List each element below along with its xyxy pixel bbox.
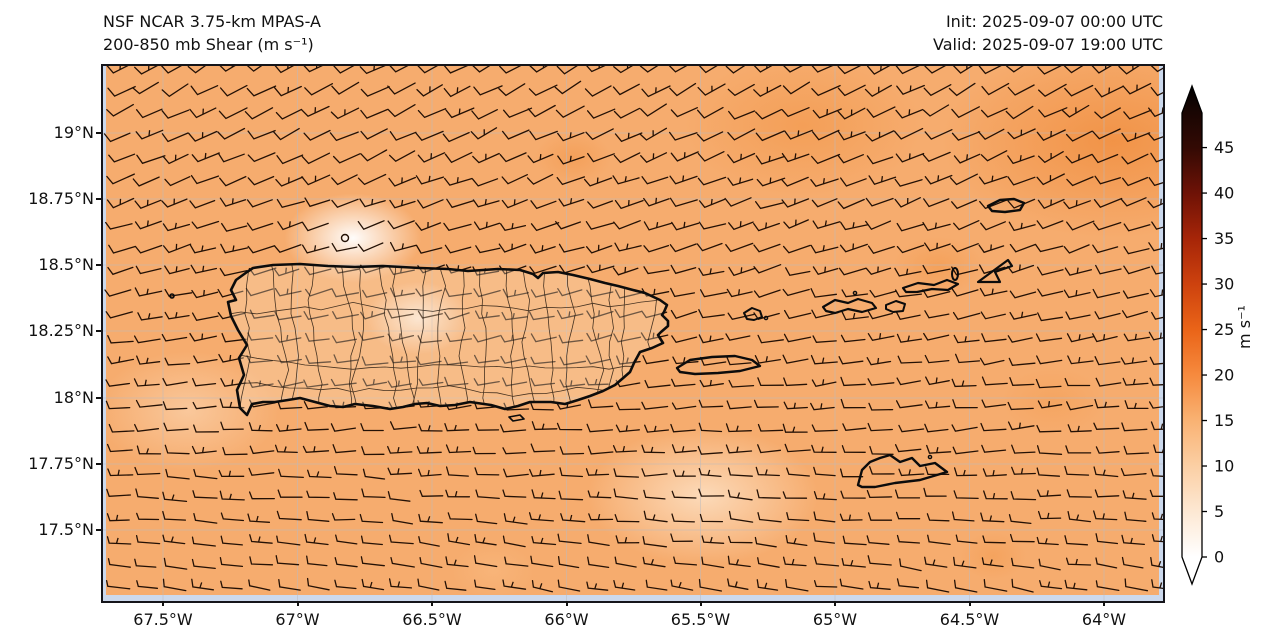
colorbar-tick-label: 15: [1214, 411, 1234, 430]
culebrita-islet: [763, 315, 769, 321]
tortola-island: [901, 278, 960, 294]
colorbar: 0 5 10 15 20 25 30 35 40 45 m s⁻¹: [1181, 84, 1254, 586]
x-tick-label: 67.5°W: [133, 610, 193, 629]
y-tick-label: 17.75°N: [28, 454, 94, 473]
jost-van-dyke-island: [951, 267, 959, 281]
colorbar-tick-label: 25: [1214, 320, 1234, 339]
anegada-island: [986, 197, 1026, 214]
st-thomas-island: [821, 297, 878, 315]
caja-de-muertos-islet: [508, 414, 525, 422]
ocean-edge-left: [103, 66, 106, 601]
colorbar-tick-label: 45: [1214, 138, 1234, 157]
x-tick-label: 66.5°W: [402, 610, 462, 629]
y-tick-mark: [96, 132, 101, 134]
small-cay-islet: [852, 290, 858, 296]
y-tick-mark: [96, 330, 101, 332]
plot-title: NSF NCAR 3.75-km MPAS-A 200-850 mb Shear …: [103, 10, 321, 56]
x-tick-mark: [834, 601, 836, 606]
desecheo-islet: [169, 293, 175, 299]
colorbar-bar: [1181, 84, 1203, 586]
x-tick-label: 66°W: [544, 610, 589, 629]
shear-fill-field: [103, 66, 1163, 601]
vieques-island: [675, 354, 762, 376]
x-tick-mark: [162, 601, 164, 606]
colorbar-tick-label: 40: [1214, 184, 1234, 203]
x-tick-mark: [565, 601, 568, 606]
x-tick-label: 64.5°W: [939, 610, 1000, 629]
y-tick-mark: [96, 198, 101, 200]
wind-barb-layer: [103, 66, 1163, 593]
y-tick-label: 19°N: [53, 123, 94, 142]
map-panel: [101, 64, 1165, 603]
title-line-1: NSF NCAR 3.75-km MPAS-A: [103, 12, 321, 31]
colorbar-tick-labels: 0 5 10 15 20 25 30 35 40 45: [1214, 138, 1234, 566]
y-tick-mark: [96, 529, 101, 531]
x-tick-label: 64°W: [1081, 610, 1127, 629]
init-time: Init: 2025-09-07 00:00 UTC: [945, 12, 1163, 31]
valid-time: Valid: 2025-09-07 19:00 UTC: [932, 35, 1163, 54]
y-tick-mark: [96, 463, 101, 465]
y-tick-mark: [96, 397, 101, 399]
init-valid-block: Init: 2025-09-07 00:00 UTC Valid: 2025-09…: [933, 10, 1163, 56]
x-tick-mark: [968, 601, 971, 606]
title-line-2: 200-850 mb Shear (m s⁻¹): [103, 35, 314, 54]
colorbar-tick-label: 0: [1214, 548, 1224, 567]
buck-islet: [927, 454, 933, 460]
st-croix-island: [856, 453, 949, 489]
y-tick-mark: [96, 264, 101, 266]
st-john-island: [885, 300, 906, 313]
x-tick-mark: [699, 601, 702, 606]
virgin-gorda-island: [976, 258, 1014, 284]
colorbar-tick-label: 35: [1214, 229, 1234, 248]
colorbar-tick-label: 20: [1214, 366, 1234, 385]
ocean-edge-bottom: [103, 595, 1163, 601]
colorbar-unit-label: m s⁻¹: [1235, 305, 1254, 349]
map-canvas: [103, 66, 1163, 601]
colorbar-ticks: [1202, 146, 1207, 558]
y-tick-label: 18.75°N: [28, 189, 94, 208]
culebra-island: [743, 307, 763, 321]
x-tick-mark: [431, 601, 433, 606]
coastline-layer: [169, 197, 1026, 489]
x-tick-mark: [1103, 601, 1105, 606]
y-tick-label: 18.5°N: [38, 255, 94, 274]
x-tick-label: 65.5°W: [670, 610, 731, 629]
x-tick-mark: [296, 601, 299, 606]
puerto-rico-outline: [226, 262, 670, 417]
colorbar-tick-label: 30: [1214, 275, 1234, 294]
y-tick-label: 18°N: [53, 388, 94, 407]
x-tick-label: 67°W: [275, 610, 320, 629]
calm-wind-circle: [340, 233, 350, 243]
y-tick-label: 18.25°N: [28, 321, 94, 340]
colorbar-tick-label: 5: [1214, 502, 1224, 521]
x-tick-label: 65°W: [812, 610, 858, 629]
y-tick-label: 17.5°N: [38, 520, 94, 539]
colorbar-tick-label: 10: [1214, 457, 1234, 476]
